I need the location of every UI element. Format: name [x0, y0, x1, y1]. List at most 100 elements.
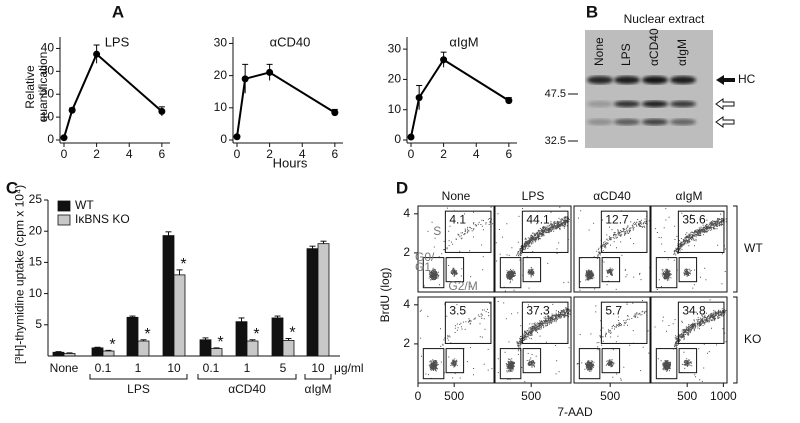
x-tick-label: 0	[234, 147, 241, 161]
gate-label: G1	[415, 260, 431, 274]
cell-dots	[419, 303, 493, 379]
data-point	[68, 106, 76, 114]
x-tick-label: 4	[473, 147, 480, 161]
bar	[246, 340, 259, 357]
significance-mark: *	[289, 325, 295, 342]
y-tick-label: 4	[403, 297, 410, 311]
size-marker: 47.5	[545, 88, 566, 100]
x-axis-label: 7-AAD	[557, 405, 593, 419]
bar	[52, 351, 65, 357]
x-tick-label: 0	[408, 147, 415, 161]
band	[587, 100, 613, 108]
y-axis-label: BrdU (log)	[378, 268, 392, 323]
x-tick-label: 1000	[710, 389, 737, 403]
bar	[162, 235, 175, 357]
gate-g1	[499, 348, 522, 380]
y-axis-label: [³H]-thymidine uptake (cpm x 10⁴)	[12, 184, 27, 365]
y-tick-label: 5	[35, 317, 42, 331]
open-arrow	[715, 116, 735, 128]
gate-percentage: 4.1	[449, 212, 466, 226]
data-line	[63, 52, 163, 138]
y-tick-label: 25	[29, 192, 43, 206]
gate-s	[677, 301, 725, 344]
gate-s	[600, 301, 648, 344]
legend-label: WT	[75, 198, 94, 212]
gate-s	[521, 301, 569, 344]
data-point	[60, 134, 68, 142]
gate-label: S	[433, 224, 441, 238]
gate-g1	[499, 257, 522, 289]
column-label: αCD40	[593, 189, 631, 203]
row-bracket	[733, 296, 738, 384]
data-point	[415, 94, 423, 102]
data-line	[236, 71, 336, 137]
gate-s	[600, 210, 648, 253]
size-marker: 32.5	[545, 135, 566, 147]
x-tick-label: 2	[93, 147, 100, 161]
gate-g1	[422, 348, 445, 380]
gate-g1	[655, 257, 678, 289]
significance-mark: *	[109, 337, 115, 354]
y-tick-label: 0	[220, 132, 227, 146]
x-tick-label: 500	[521, 389, 541, 403]
data-point	[93, 50, 101, 58]
x-tick-label: 10	[167, 361, 181, 375]
x-tick-label: 6	[332, 147, 339, 161]
open-arrow	[715, 98, 735, 110]
gate-s	[444, 210, 492, 253]
panel-letter: B	[586, 2, 598, 21]
x-axis-label: Hours	[273, 155, 308, 170]
x-tick-label: 4	[299, 147, 306, 161]
bar	[126, 316, 139, 357]
cell-dots	[421, 206, 494, 288]
x-tick-label: 2	[440, 147, 447, 161]
band	[670, 100, 696, 108]
gate-label: G0/	[415, 250, 435, 264]
bar	[235, 321, 248, 357]
legend-swatch	[57, 200, 71, 212]
data-point	[266, 68, 274, 76]
x-tick-label: 1	[244, 361, 251, 375]
bar	[306, 248, 319, 357]
x-tick-label: 500	[444, 389, 464, 403]
y-tick-label: 0	[394, 132, 401, 146]
x-tick-label: 2	[266, 147, 273, 161]
gate-g1	[578, 257, 601, 289]
band	[642, 100, 668, 108]
bar	[317, 243, 330, 357]
gate-g2m	[678, 348, 698, 374]
cell-dots	[654, 299, 727, 382]
y-tick-label: 20	[41, 86, 55, 100]
panel-letter: C	[6, 178, 18, 197]
group-label: αCD40	[228, 382, 266, 396]
bar	[271, 317, 284, 357]
row-label: KO	[744, 332, 761, 346]
cell-dots	[495, 206, 570, 292]
cell-dots	[497, 301, 571, 383]
x-tick-label: 0	[415, 389, 422, 403]
bar	[199, 339, 212, 357]
gate-s	[677, 210, 725, 253]
band	[670, 76, 696, 84]
significance-mark: *	[180, 256, 186, 273]
data-point	[440, 56, 448, 64]
x-tick-label: 6	[506, 147, 513, 161]
significance-mark: *	[217, 334, 223, 351]
bar	[282, 339, 295, 357]
band	[587, 76, 613, 84]
y-tick-label: 10	[214, 100, 228, 114]
y-tick-label: 40	[41, 41, 55, 55]
band	[614, 100, 640, 108]
y-tick-label: 10	[388, 102, 402, 116]
data-point	[505, 97, 513, 105]
lane-label: αIgM	[675, 39, 689, 66]
flow-plot	[417, 296, 495, 384]
data-point	[331, 109, 339, 117]
significance-mark: *	[144, 326, 150, 343]
gate-g1	[655, 348, 678, 380]
gate-g2m	[522, 348, 542, 374]
chart-title: LPS	[105, 34, 130, 49]
band	[614, 76, 640, 84]
